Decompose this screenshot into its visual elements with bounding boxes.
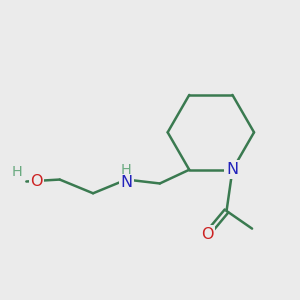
Text: N: N [226, 162, 238, 177]
Text: N: N [120, 175, 133, 190]
Text: H: H [121, 163, 132, 177]
Text: H: H [11, 165, 22, 179]
Text: O: O [201, 227, 213, 242]
Text: O: O [30, 174, 42, 189]
